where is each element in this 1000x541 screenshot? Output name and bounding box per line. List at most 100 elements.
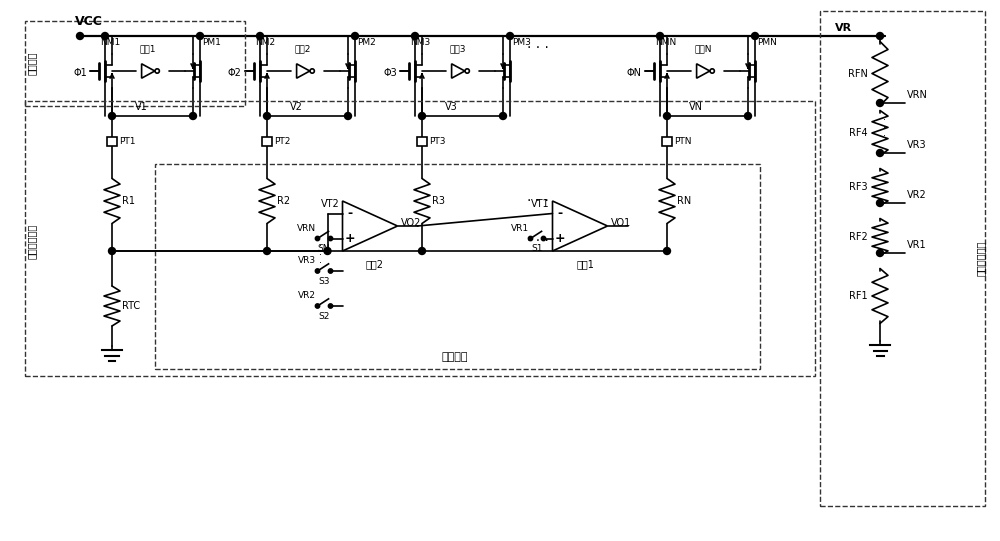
Text: Φ2: Φ2	[228, 68, 242, 78]
Text: R2: R2	[277, 196, 290, 206]
Circle shape	[507, 32, 514, 39]
Text: PTN: PTN	[674, 136, 692, 146]
Text: S1: S1	[531, 244, 543, 253]
Text: 比较1: 比较1	[576, 259, 594, 269]
Text: 温度检测单元: 温度检测单元	[27, 223, 37, 259]
Bar	[107, 136, 117, 146]
Text: PM3: PM3	[512, 38, 531, 47]
Text: RF1: RF1	[849, 291, 868, 301]
Text: 非门N: 非门N	[694, 44, 712, 53]
Circle shape	[876, 249, 884, 256]
Text: 非门2: 非门2	[295, 44, 311, 53]
Text: ·
·
·: · · ·	[884, 115, 887, 141]
Circle shape	[196, 32, 204, 39]
Text: V1: V1	[135, 102, 148, 112]
Text: 非门1: 非门1	[140, 44, 156, 53]
Text: VN: VN	[688, 102, 702, 112]
Text: VRN: VRN	[297, 223, 316, 233]
Circle shape	[664, 247, 670, 254]
Circle shape	[76, 32, 84, 39]
Text: VO1: VO1	[610, 218, 631, 228]
Text: NM2: NM2	[255, 38, 275, 47]
Text: V3: V3	[445, 102, 458, 112]
Circle shape	[876, 100, 884, 107]
Text: +: +	[344, 232, 355, 245]
Text: PT3: PT3	[429, 136, 446, 146]
Text: SN: SN	[318, 244, 330, 253]
Text: 比较单元: 比较单元	[442, 352, 468, 362]
Circle shape	[344, 113, 352, 120]
Text: 分压电阔单元: 分压电阔单元	[976, 241, 986, 276]
Circle shape	[315, 304, 320, 308]
Text: RF3: RF3	[849, 182, 868, 192]
Text: PM1: PM1	[202, 38, 221, 47]
Text: · · ·: · · ·	[527, 41, 548, 55]
Circle shape	[108, 113, 116, 120]
Bar	[662, 136, 672, 146]
Circle shape	[264, 247, 270, 254]
Text: V2: V2	[290, 102, 302, 112]
Text: RF4: RF4	[849, 128, 868, 138]
Bar	[262, 136, 272, 146]
Circle shape	[528, 236, 533, 241]
Circle shape	[102, 32, 108, 39]
Circle shape	[876, 32, 884, 39]
Circle shape	[190, 113, 196, 120]
Circle shape	[541, 236, 546, 241]
Circle shape	[656, 32, 664, 39]
Text: ·
·
·: · · ·	[319, 241, 322, 268]
Circle shape	[744, 113, 752, 120]
Text: S3: S3	[318, 276, 330, 286]
Text: VR2: VR2	[298, 291, 316, 300]
Text: VO2: VO2	[400, 218, 421, 228]
Text: VR1: VR1	[907, 240, 927, 250]
Text: ΦN: ΦN	[627, 68, 642, 78]
Text: RF2: RF2	[849, 232, 868, 242]
Text: PMN: PMN	[757, 38, 777, 47]
Circle shape	[328, 236, 333, 241]
Text: Φ3: Φ3	[383, 68, 397, 78]
Circle shape	[324, 247, 331, 254]
Text: PT1: PT1	[119, 136, 136, 146]
Text: RN: RN	[677, 196, 691, 206]
Text: 比较2: 比较2	[366, 259, 384, 269]
Circle shape	[264, 113, 270, 120]
Circle shape	[256, 32, 264, 39]
Text: -: -	[347, 207, 352, 220]
Text: RFN: RFN	[848, 69, 868, 78]
Circle shape	[328, 269, 333, 273]
Text: R3: R3	[432, 196, 445, 206]
Text: VRN: VRN	[907, 90, 928, 100]
Text: VT1: VT1	[531, 199, 550, 208]
Text: PM2: PM2	[357, 38, 376, 47]
Text: S2: S2	[318, 312, 330, 320]
Circle shape	[108, 247, 116, 254]
Text: PT2: PT2	[274, 136, 290, 146]
Bar	[417, 136, 427, 146]
Circle shape	[876, 200, 884, 207]
Circle shape	[412, 32, 418, 39]
Text: VT2: VT2	[321, 199, 340, 208]
Circle shape	[876, 149, 884, 156]
Text: Φ1: Φ1	[73, 68, 87, 78]
Circle shape	[352, 32, 358, 39]
Text: NM3: NM3	[410, 38, 430, 47]
Circle shape	[418, 247, 426, 254]
Text: · · ·: · · ·	[527, 194, 548, 208]
Text: VR3: VR3	[298, 256, 316, 265]
Text: · · ·: · · ·	[527, 234, 548, 248]
Circle shape	[752, 32, 759, 39]
Circle shape	[664, 113, 670, 120]
Text: RTC: RTC	[122, 301, 140, 311]
Text: R1: R1	[122, 196, 135, 206]
Text: -: -	[557, 207, 562, 220]
Text: 非门3: 非门3	[450, 44, 466, 53]
Circle shape	[418, 113, 426, 120]
Circle shape	[500, 113, 507, 120]
Text: NM1: NM1	[100, 38, 120, 47]
Text: VR2: VR2	[907, 190, 927, 200]
Text: NMN: NMN	[655, 38, 676, 47]
Text: 充电逻辑: 充电逻辑	[27, 51, 37, 75]
Text: VR3: VR3	[907, 140, 927, 150]
Text: VCC: VCC	[75, 15, 103, 28]
